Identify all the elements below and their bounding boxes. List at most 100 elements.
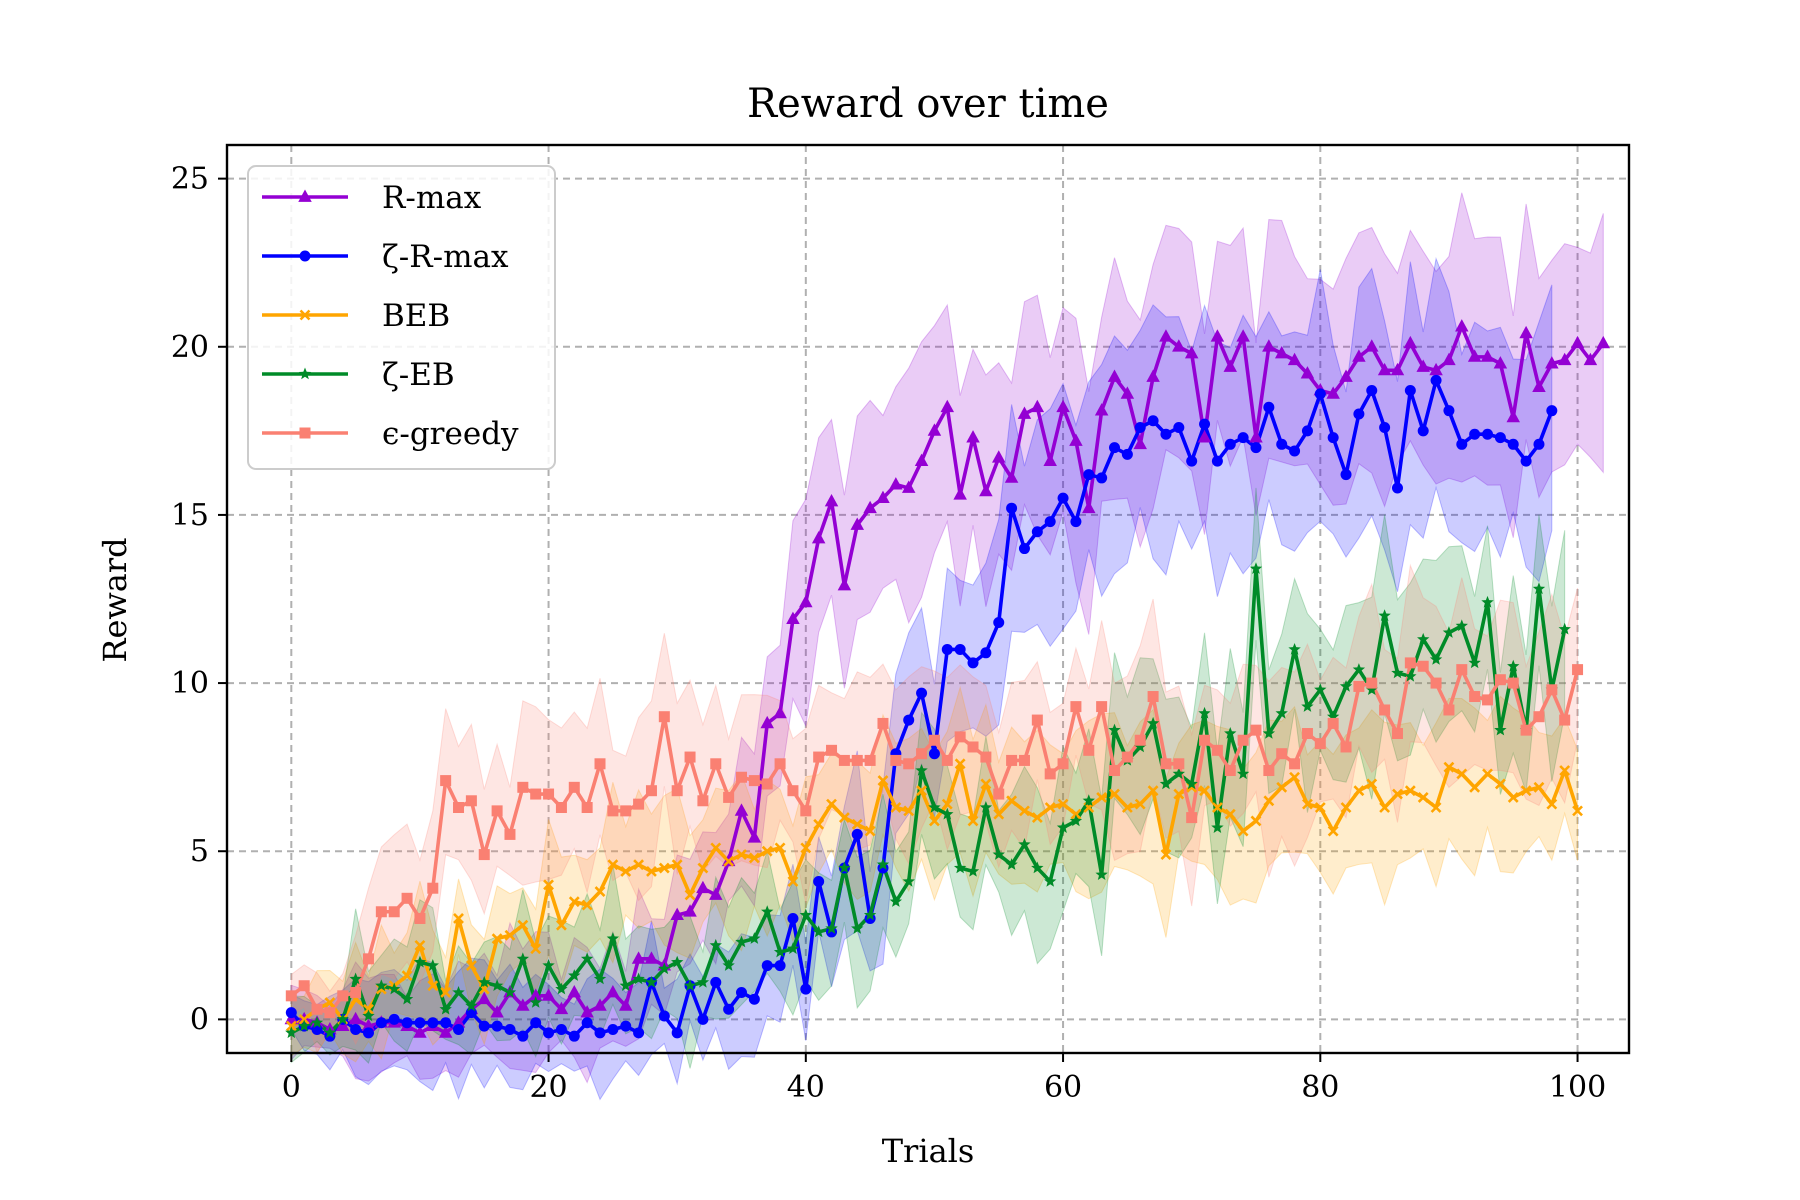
series-r-max-point [580,1005,594,1018]
series-greedy-point [427,882,439,894]
series-eb-point [1018,838,1031,850]
series-beb-point [1006,795,1018,807]
series-beb-point [1533,781,1545,793]
series-r-max-point [811,530,826,544]
series-greedy-point [1237,734,1249,746]
series-greedy-point [1469,691,1481,703]
series-r-max-point [1300,366,1315,379]
series-beb-point [941,798,953,810]
series-beb-legend-marker [299,309,311,321]
series-r-max-point [876,490,890,503]
series-r-max-point [1352,349,1366,362]
series-beb-point [1404,785,1416,797]
series-greedy-point [671,785,683,797]
series-eb-point [1378,609,1391,622]
series-greedy-point [285,990,297,1002]
series-r-max-point [1429,362,1443,376]
series-beb-point [453,913,464,924]
series-r-max-point [1146,369,1160,382]
series-eb-point [1404,669,1417,682]
series-eb-point [388,982,401,995]
series-r-max-point [1353,408,1365,420]
series-r-max-point [1107,369,1122,382]
series-eb-point [465,999,478,1012]
series-eb-point [1172,767,1185,780]
series-r-max-point [567,984,582,998]
series-r-max-point [1327,432,1339,444]
series-r-max-point [490,1005,504,1018]
legend-box [247,165,556,470]
series-beb-point [1276,781,1288,793]
series-beb-point [401,970,413,982]
series-r-max-point [350,1023,362,1035]
series-eb-point [915,764,928,776]
series-eb-point [773,945,787,958]
series-greedy-point [453,802,465,814]
series-beb-point [620,865,632,877]
series-greedy-point [1327,717,1339,729]
series-eb-point [1108,723,1121,736]
series-r-max-point [516,998,530,1011]
series-eb-point [310,1016,324,1028]
series-beb-point [1546,798,1558,810]
series-greedy-point [928,734,940,746]
series-r-max-point [889,477,903,490]
series-r-max-point [901,480,916,493]
series-r-max-point [413,1025,427,1038]
series-r-max-point [1417,425,1429,437]
series-r-max-point [1506,409,1520,423]
series-eb-point [606,932,620,944]
series-beb-point [1224,808,1236,820]
series-eb-point [645,975,658,988]
series-beb-point [427,980,439,992]
series-r-max-point [1545,356,1559,369]
series-r-max-point [1391,482,1403,494]
series-eb-point [1532,582,1546,595]
series-greedy-point [478,849,490,861]
series-greedy-point [401,892,413,904]
x-tick-label: 100 [1549,1070,1606,1105]
series-r-max-point [903,714,915,726]
series-beb-point [1211,802,1223,813]
series-greedy-point [581,802,593,814]
series-greedy-point [864,754,876,766]
series-r-max-point [453,1023,465,1035]
series-r-max-point [1030,399,1045,413]
y-axis-label: Reward [96,537,134,662]
series-greedy-point [1430,677,1442,689]
series-eb-point [1301,700,1314,712]
series-beb-point [1237,825,1249,837]
series-eb-point [1391,666,1404,679]
series-beb-point [761,845,773,857]
series-beb-point [916,785,927,797]
series-greedy-band [290,563,1579,1055]
series-eb-point [941,807,954,820]
series-r-max-point [1366,384,1378,396]
series-r-max-point [1493,356,1508,369]
series-eb-point [1146,716,1160,729]
series-r-max-point [504,1023,516,1035]
series-r-max-point [1455,319,1469,332]
series-eb-point [1507,659,1520,672]
series-eb-point [1211,821,1224,833]
series-eb-point [1005,858,1018,870]
series-eb-point [1031,861,1044,874]
series-eb-point [349,972,362,985]
series-r-max-point [606,984,620,998]
series-r-max-point [311,1023,323,1035]
series-r-max-point [748,993,760,1005]
series-r-max-point [1043,453,1057,466]
series-eb-legend-label: ζ-EB [382,357,455,393]
series-greedy-point [1533,711,1545,723]
series-beb-point [633,859,645,871]
series-eb-point [863,908,877,921]
series-beb-point [363,1003,374,1015]
series-r-max-point [851,828,863,840]
series-beb-point [1096,791,1108,803]
series-beb-point [1147,785,1159,797]
series-eb-point [1468,656,1481,669]
series-r-max-point [1133,436,1147,450]
series-greedy-point [1482,694,1494,706]
series-eb-point [1224,727,1237,739]
